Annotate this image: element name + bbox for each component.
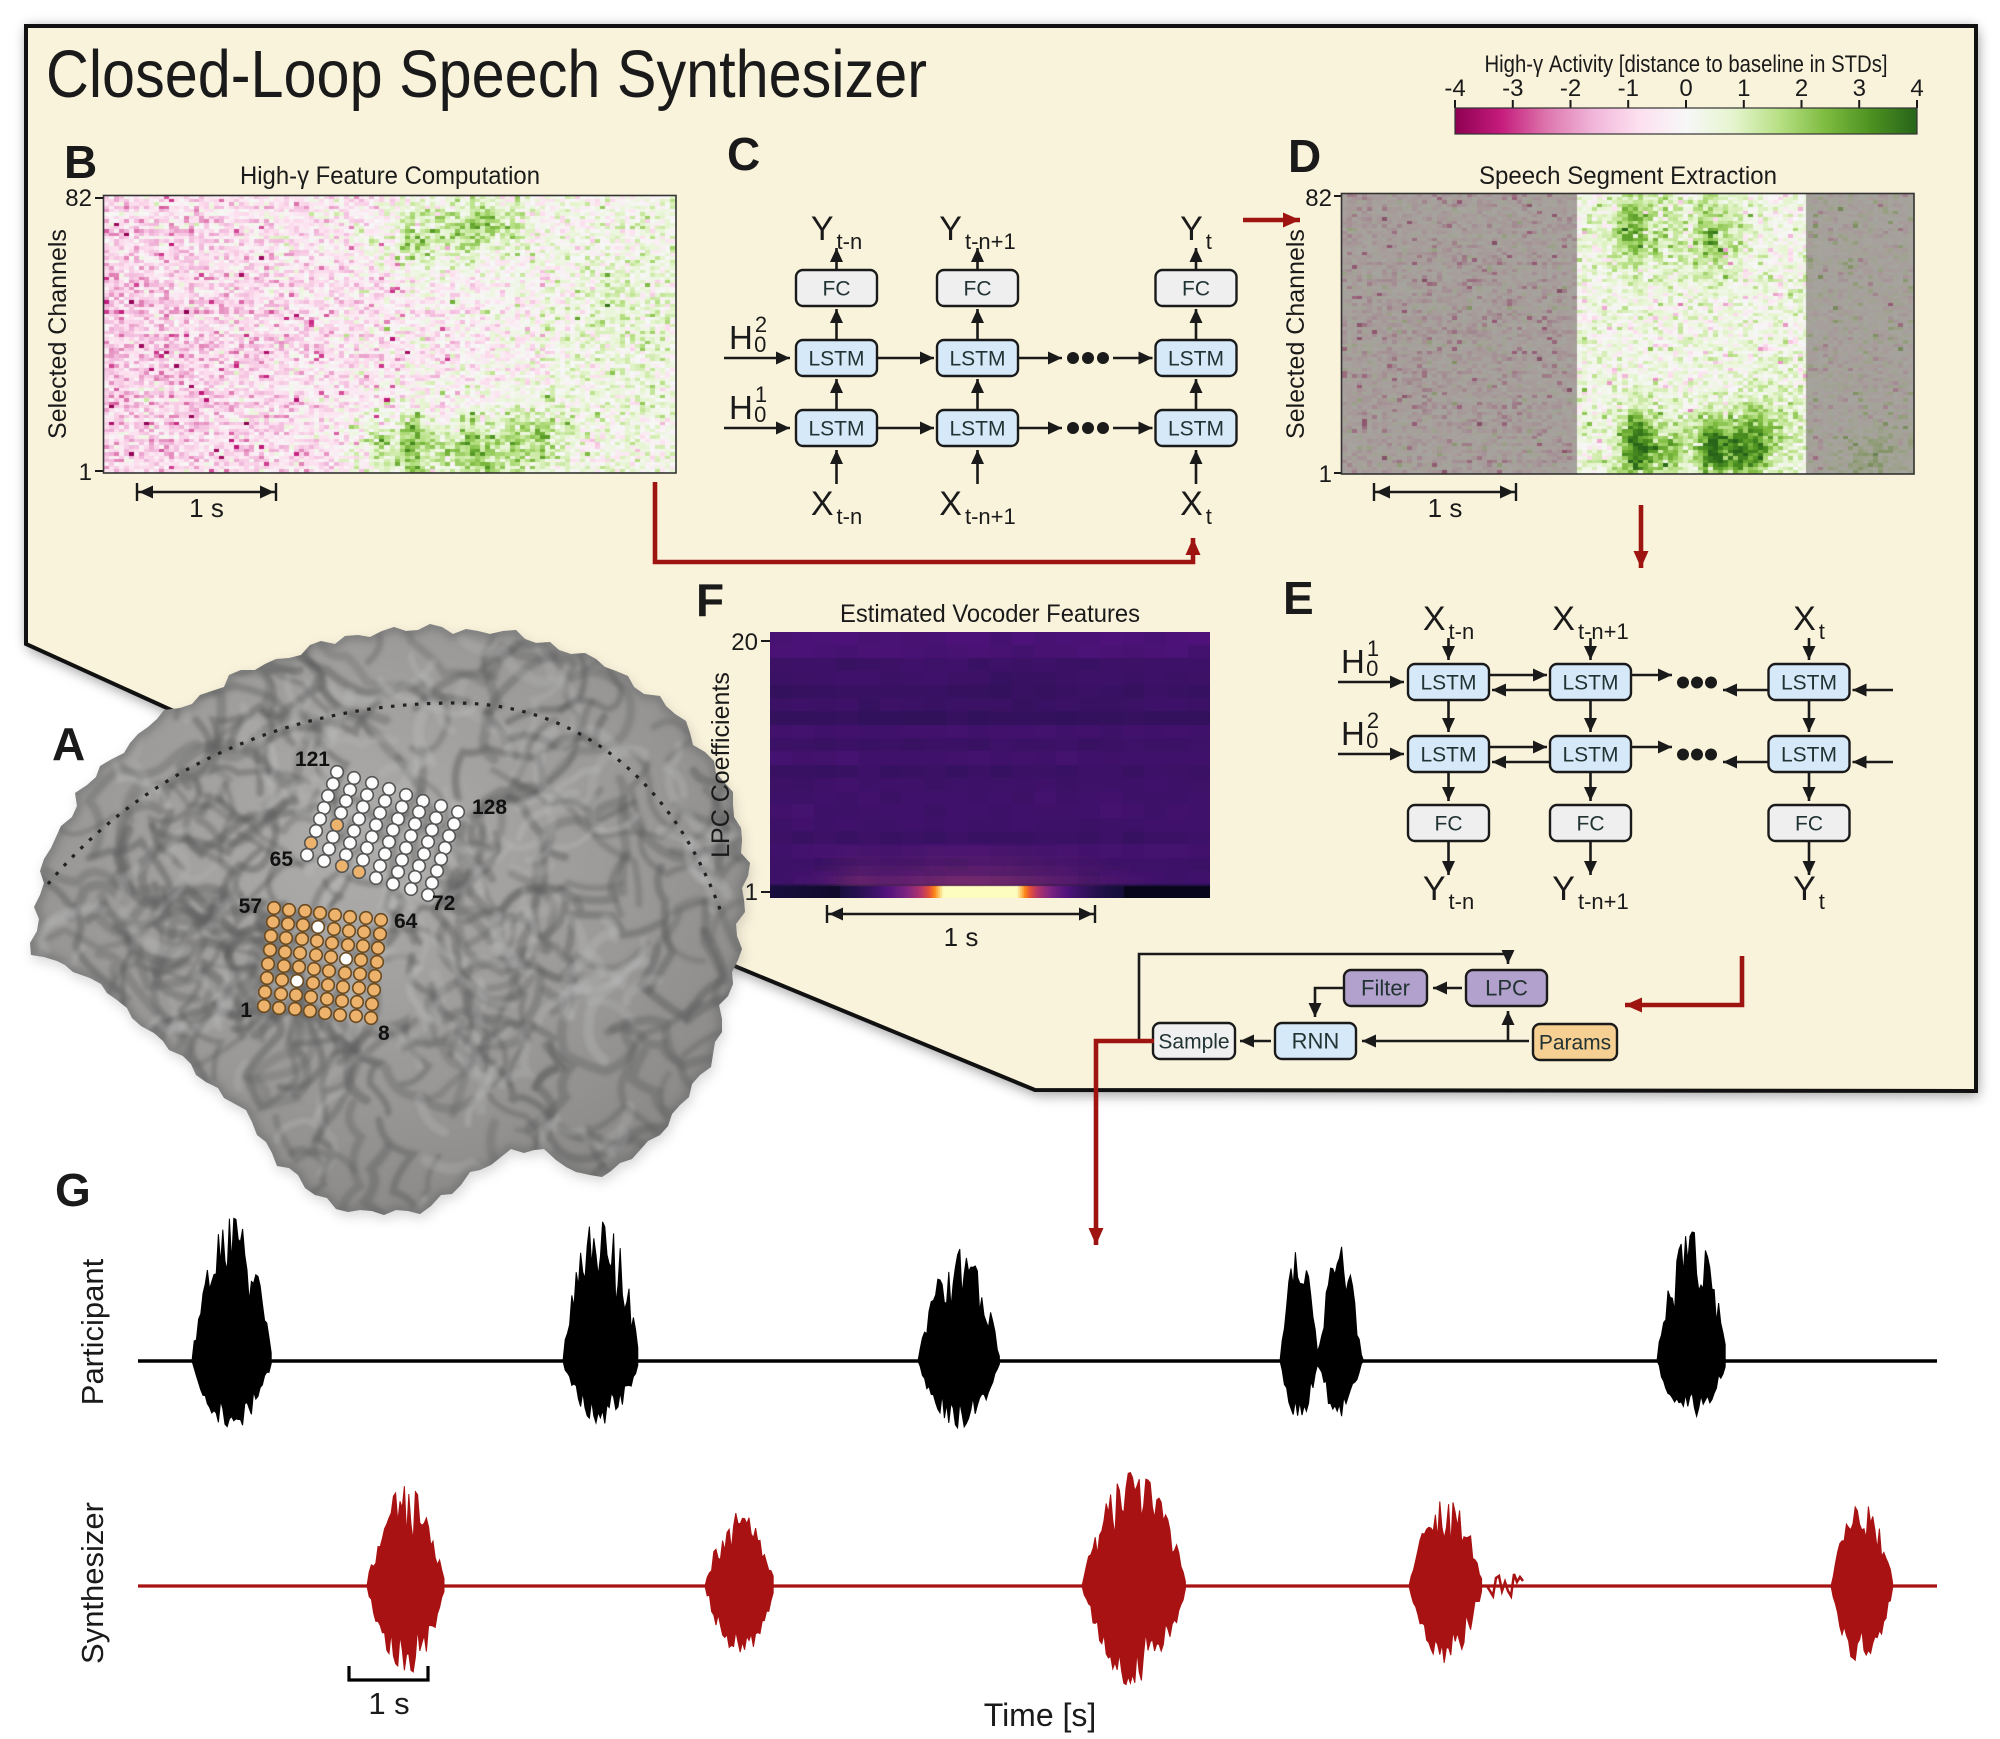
svg-text:LPC Coefficients: LPC Coefficients: [707, 672, 735, 858]
svg-text:1 s: 1 s: [1428, 493, 1463, 523]
svg-text:FC: FC: [1182, 277, 1210, 300]
svg-text:D: D: [1288, 130, 1321, 182]
svg-text:1 s: 1 s: [944, 922, 979, 952]
svg-text:LSTM: LSTM: [949, 347, 1005, 370]
svg-text:RNN: RNN: [1292, 1029, 1340, 1054]
svg-text:H20: H2 0: [729, 312, 767, 357]
svg-text:FC: FC: [823, 277, 851, 300]
svg-text:FC: FC: [1795, 812, 1823, 835]
svg-text:82: 82: [65, 185, 92, 212]
svg-text:FC: FC: [964, 277, 992, 300]
svg-text:LSTM: LSTM: [949, 417, 1005, 440]
svg-text:8: 8: [378, 1022, 390, 1045]
svg-text:A: A: [52, 718, 85, 770]
svg-text:-1: -1: [1618, 75, 1639, 102]
svg-text:LSTM: LSTM: [808, 347, 864, 370]
svg-text:Time [s]: Time [s]: [984, 1697, 1097, 1733]
svg-text:LSTM: LSTM: [808, 417, 864, 440]
svg-text:57: 57: [239, 895, 262, 918]
svg-text:128: 128: [472, 796, 507, 819]
svg-text:LSTM: LSTM: [1781, 671, 1837, 694]
svg-text:65: 65: [270, 848, 294, 871]
svg-text:Sample: Sample: [1158, 1030, 1229, 1053]
svg-text:1: 1: [745, 879, 758, 906]
svg-text:Estimated Vocoder Features: Estimated Vocoder Features: [840, 600, 1140, 628]
svg-text:H10: H1 0: [1341, 636, 1379, 681]
svg-text:Closed-Loop Speech Synthesizer: Closed-Loop Speech Synthesizer: [46, 37, 927, 112]
svg-text:20: 20: [731, 629, 758, 656]
svg-text:Synthesizer: Synthesizer: [75, 1502, 110, 1664]
svg-text:-3: -3: [1502, 75, 1523, 102]
svg-text:LSTM: LSTM: [1420, 671, 1476, 694]
svg-text:FC: FC: [1577, 812, 1605, 835]
svg-text:3: 3: [1853, 75, 1866, 102]
svg-text:LSTM: LSTM: [1562, 671, 1618, 694]
svg-text:FC: FC: [1435, 812, 1463, 835]
svg-text:Speech Segment Extraction: Speech Segment Extraction: [1479, 162, 1777, 190]
svg-text:High-γ Activity [distance to b: High-γ Activity [distance to baseline in…: [1485, 51, 1888, 78]
svg-text:2: 2: [1795, 75, 1808, 102]
svg-text:82: 82: [1305, 185, 1332, 212]
svg-text:1: 1: [240, 999, 252, 1022]
svg-text:72: 72: [432, 892, 455, 915]
svg-text:H10: H1 0: [729, 382, 767, 427]
svg-text:High-γ Feature Computation: High-γ Feature Computation: [240, 162, 540, 190]
svg-text:G: G: [55, 1164, 91, 1216]
svg-text:Selected Channels: Selected Channels: [44, 229, 72, 439]
svg-text:4: 4: [1910, 75, 1923, 102]
svg-text:C: C: [727, 128, 760, 180]
svg-text:Filter: Filter: [1361, 976, 1410, 1001]
svg-text:E: E: [1283, 572, 1314, 624]
svg-text:LPC: LPC: [1485, 976, 1528, 1001]
svg-text:F: F: [696, 574, 724, 626]
svg-text:1: 1: [1319, 461, 1332, 488]
svg-text:Selected Channels: Selected Channels: [1282, 229, 1310, 439]
svg-text:LSTM: LSTM: [1168, 417, 1224, 440]
svg-text:Participant: Participant: [75, 1258, 110, 1405]
svg-text:-2: -2: [1560, 75, 1581, 102]
svg-text:1 s: 1 s: [368, 1686, 409, 1721]
svg-text:1: 1: [79, 459, 92, 486]
svg-text:LSTM: LSTM: [1562, 743, 1618, 766]
svg-text:0: 0: [1679, 75, 1692, 102]
svg-text:-4: -4: [1444, 75, 1465, 102]
svg-text:Params: Params: [1539, 1031, 1611, 1054]
svg-text:64: 64: [394, 910, 418, 933]
svg-text:1 s: 1 s: [189, 493, 224, 523]
svg-text:LSTM: LSTM: [1168, 347, 1224, 370]
svg-text:LSTM: LSTM: [1420, 743, 1476, 766]
svg-text:LSTM: LSTM: [1781, 743, 1837, 766]
svg-text:121: 121: [295, 748, 330, 771]
svg-text:H20: H2 0: [1341, 708, 1379, 753]
svg-text:B: B: [64, 136, 97, 188]
svg-text:1: 1: [1737, 75, 1750, 102]
